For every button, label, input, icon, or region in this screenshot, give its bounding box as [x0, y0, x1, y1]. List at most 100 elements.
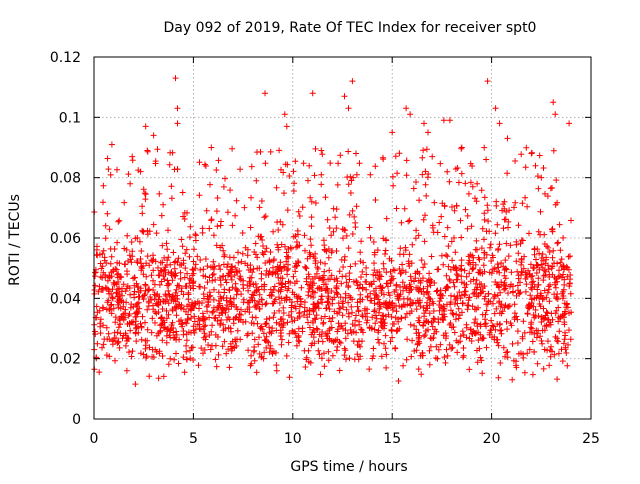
data-point	[407, 283, 414, 290]
data-point	[435, 319, 442, 326]
data-point	[429, 224, 436, 231]
data-point	[400, 251, 407, 258]
data-point	[304, 255, 311, 262]
data-point	[405, 258, 412, 265]
data-point	[438, 213, 445, 220]
data-point	[334, 328, 341, 335]
data-point	[200, 350, 206, 357]
data-point	[418, 371, 425, 378]
data-point	[284, 267, 290, 274]
data-point	[259, 326, 266, 333]
data-point	[408, 353, 415, 360]
data-point	[289, 318, 296, 325]
data-point	[521, 329, 528, 336]
data-point	[133, 280, 140, 287]
data-point	[382, 247, 389, 254]
data-point	[311, 301, 317, 308]
data-point	[336, 367, 343, 374]
data-point	[195, 362, 202, 369]
data-point	[158, 321, 165, 328]
data-point	[340, 304, 347, 311]
data-point	[311, 315, 318, 322]
data-point	[466, 294, 473, 301]
data-point	[520, 318, 527, 325]
data-point	[531, 251, 538, 258]
data-point	[206, 332, 213, 339]
data-point	[422, 212, 428, 219]
data-point	[187, 355, 194, 362]
data-point	[107, 171, 114, 178]
data-point	[462, 206, 469, 213]
data-point	[181, 369, 188, 376]
data-point	[278, 268, 285, 274]
data-point	[212, 276, 219, 283]
data-point	[524, 310, 531, 317]
data-point	[109, 286, 116, 293]
data-point	[426, 347, 433, 354]
data-point	[436, 219, 443, 226]
data-point	[173, 286, 180, 293]
data-point	[470, 276, 477, 283]
data-point	[467, 160, 474, 167]
data-point	[544, 193, 551, 200]
data-point	[458, 145, 465, 152]
data-point	[406, 289, 413, 296]
data-point	[256, 204, 263, 211]
data-point	[430, 308, 437, 314]
data-point	[417, 352, 424, 359]
data-point	[141, 292, 148, 299]
data-point	[494, 221, 501, 228]
data-point	[556, 328, 563, 335]
data-point	[393, 302, 399, 309]
data-point	[240, 277, 247, 284]
data-point	[347, 326, 354, 333]
data-point	[143, 273, 150, 280]
data-point	[164, 246, 171, 253]
data-point	[246, 283, 253, 290]
data-point	[546, 362, 553, 369]
data-point	[223, 316, 230, 323]
data-point	[541, 241, 548, 247]
data-point	[424, 305, 431, 312]
data-point	[356, 160, 363, 167]
data-point	[169, 149, 176, 156]
data-point	[312, 250, 319, 257]
data-point	[100, 247, 107, 254]
data-point	[391, 321, 398, 327]
data-point	[236, 275, 243, 282]
data-point	[153, 348, 160, 355]
data-point	[152, 160, 159, 167]
data-point	[137, 320, 144, 327]
data-point	[270, 314, 277, 321]
data-point	[93, 303, 100, 310]
data-point	[183, 283, 190, 290]
data-point	[185, 296, 192, 303]
data-point	[253, 177, 260, 184]
data-point	[400, 287, 406, 294]
data-point	[463, 334, 470, 341]
data-point	[431, 330, 438, 337]
data-point	[459, 300, 466, 306]
data-point	[266, 257, 273, 264]
data-point	[501, 198, 508, 205]
data-point	[392, 153, 399, 160]
data-point	[378, 285, 385, 292]
data-point	[220, 321, 227, 328]
data-point	[114, 166, 120, 173]
data-point	[318, 355, 325, 362]
data-point	[536, 266, 543, 273]
data-point	[337, 323, 343, 330]
data-point	[175, 360, 182, 367]
data-point	[446, 178, 453, 185]
data-point	[156, 272, 163, 279]
data-point	[492, 230, 499, 237]
data-point	[114, 239, 121, 246]
data-point	[488, 327, 495, 334]
data-point	[380, 235, 387, 242]
data-point	[448, 238, 455, 245]
data-point	[554, 296, 561, 303]
data-point	[238, 291, 245, 298]
data-point	[337, 340, 344, 346]
data-point	[457, 217, 464, 224]
data-point	[308, 214, 315, 221]
